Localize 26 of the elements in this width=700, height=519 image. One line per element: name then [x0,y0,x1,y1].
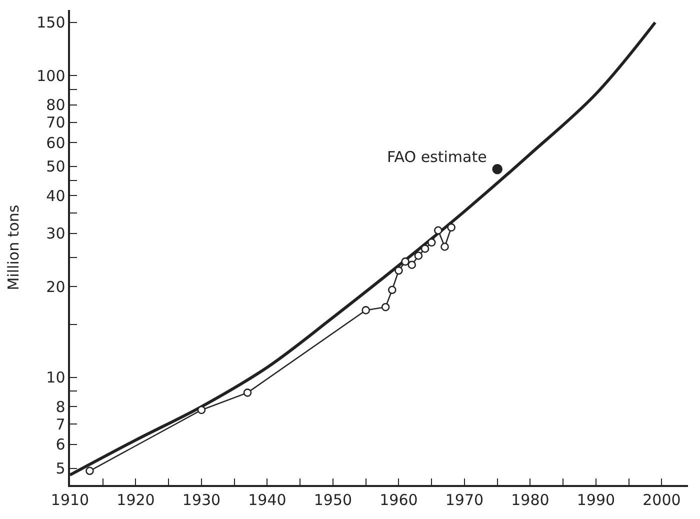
y-tick-label: 150 [36,14,66,32]
x-tick-label: 2000 [642,490,681,509]
y-tick-label: 6 [56,436,66,454]
y-tick-label: 20 [46,278,66,296]
y-tick-label: 7 [56,415,66,434]
x-tick-label: 1920 [116,490,155,509]
x-tick-label: 1980 [511,490,550,509]
x-tick-label: 1950 [314,490,352,509]
x-tick-label: 1970 [445,490,484,509]
y-tick-label: 8 [56,398,66,416]
y-tick-label: 80 [46,96,66,114]
y-tick-label: 100 [36,66,66,85]
x-tick-label: 1990 [576,490,616,509]
x-tick-label: 1930 [182,490,221,509]
y-tick-label: 70 [46,114,66,132]
x-tick-label: 1960 [380,490,418,509]
y-tick-label: 60 [46,134,66,152]
y-tick-label: 50 [46,158,66,176]
y-tick-label: 5 [56,460,66,478]
annotation: FAO estimate [387,148,487,166]
y-tick-label: 30 [46,224,66,243]
y-tick-label: 10 [46,368,66,387]
y-axis-title: Million tons [4,204,22,290]
x-tick-label: 1940 [248,490,286,509]
y-tick-label: 40 [46,186,66,205]
x-tick-label: 1910 [50,490,90,509]
